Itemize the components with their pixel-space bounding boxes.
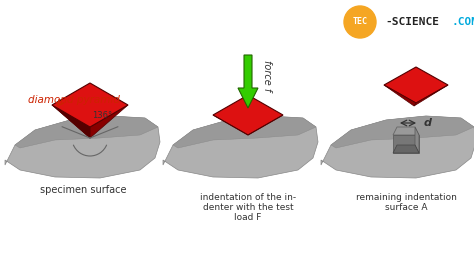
Polygon shape bbox=[163, 116, 318, 178]
Polygon shape bbox=[90, 105, 128, 138]
Circle shape bbox=[344, 6, 376, 38]
Polygon shape bbox=[331, 116, 474, 148]
Polygon shape bbox=[384, 85, 416, 106]
Polygon shape bbox=[415, 127, 419, 153]
Text: diamond pyramid: diamond pyramid bbox=[28, 95, 120, 105]
Text: 136°: 136° bbox=[92, 111, 112, 120]
Polygon shape bbox=[248, 115, 283, 135]
Polygon shape bbox=[384, 67, 448, 103]
Polygon shape bbox=[321, 116, 474, 178]
Text: d: d bbox=[424, 118, 432, 128]
FancyArrow shape bbox=[238, 55, 258, 108]
Text: force f: force f bbox=[262, 60, 272, 92]
Polygon shape bbox=[5, 116, 160, 178]
Text: load F: load F bbox=[234, 213, 262, 222]
Text: specimen surface: specimen surface bbox=[40, 185, 126, 195]
Text: surface A: surface A bbox=[385, 203, 427, 212]
Text: .COM: .COM bbox=[452, 17, 474, 27]
Polygon shape bbox=[213, 95, 283, 135]
Polygon shape bbox=[52, 105, 90, 138]
Text: remaining indentation: remaining indentation bbox=[356, 193, 456, 202]
Polygon shape bbox=[393, 127, 419, 135]
Text: -SCIENCE: -SCIENCE bbox=[385, 17, 439, 27]
Polygon shape bbox=[393, 135, 419, 153]
Text: indentation of the in-: indentation of the in- bbox=[200, 193, 296, 202]
Polygon shape bbox=[52, 83, 128, 127]
Text: TEC: TEC bbox=[353, 18, 367, 27]
Polygon shape bbox=[213, 115, 248, 135]
Polygon shape bbox=[414, 85, 448, 106]
Polygon shape bbox=[15, 116, 158, 148]
Text: denter with the test: denter with the test bbox=[203, 203, 293, 212]
Polygon shape bbox=[173, 116, 316, 148]
Polygon shape bbox=[52, 105, 90, 138]
Polygon shape bbox=[393, 145, 419, 153]
